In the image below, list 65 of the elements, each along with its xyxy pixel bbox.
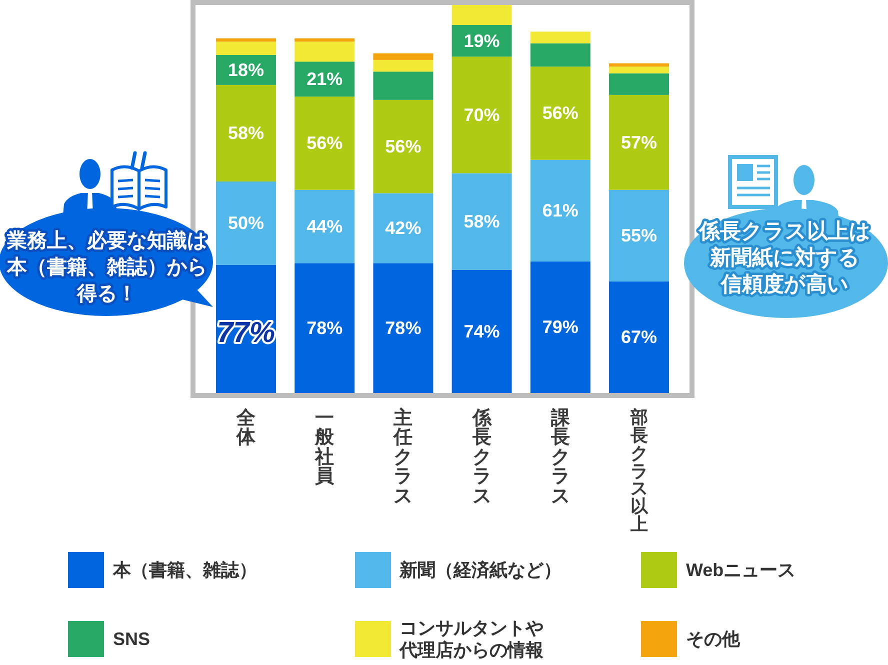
bar xyxy=(609,63,669,67)
bar xyxy=(216,182,276,265)
data-label: 21% xyxy=(306,69,343,90)
bar xyxy=(452,270,512,393)
data-label: 74% xyxy=(464,321,500,342)
bar xyxy=(373,263,434,393)
data-label: 55% xyxy=(620,226,658,246)
bar xyxy=(609,66,669,74)
data-label: 70% xyxy=(464,104,500,125)
bar xyxy=(216,42,276,55)
bar xyxy=(294,38,355,42)
legend-label: SNS xyxy=(113,628,152,650)
bar xyxy=(452,56,512,174)
bar xyxy=(294,42,355,62)
bar xyxy=(609,73,669,95)
bar xyxy=(373,100,434,194)
data-label: 57% xyxy=(620,132,658,152)
bar xyxy=(609,281,669,393)
data-label: 67% xyxy=(620,327,658,348)
bar xyxy=(530,43,590,67)
data-label: 56% xyxy=(385,136,422,157)
bar xyxy=(530,66,590,160)
annotation: 業務上、必要な知識は本（書籍、雑誌）から得る！ xyxy=(6,229,207,305)
data-label: 19% xyxy=(464,30,500,51)
data-label: 58% xyxy=(464,211,500,232)
x-tick-label: 一般社員 xyxy=(315,408,334,488)
bar xyxy=(216,84,276,182)
bar xyxy=(373,72,434,100)
data-label: 56% xyxy=(542,103,578,124)
text: 係長クラス以上は新聞紙に対する信頼度が高い xyxy=(698,220,871,296)
x-tick-label: 係長クラス xyxy=(472,408,492,506)
bar xyxy=(609,94,669,190)
data-label: 56% xyxy=(306,133,343,154)
data-label: 50% xyxy=(228,213,264,234)
bar xyxy=(530,160,590,262)
bar xyxy=(452,5,512,25)
x-tick-label: 主任クラス xyxy=(394,408,413,506)
bar xyxy=(216,38,276,42)
legend-label: コンサルタントや代理店からの情報 xyxy=(400,616,544,662)
data-label: 78% xyxy=(306,318,343,338)
bar xyxy=(294,190,355,264)
data-label: 79% xyxy=(542,317,578,338)
bar xyxy=(294,96,355,190)
legend-label: 本（書籍、雑誌） xyxy=(113,558,258,582)
x-tick-label: 課長クラス xyxy=(550,408,570,506)
data-label: 58% xyxy=(228,123,264,144)
bar xyxy=(373,60,434,72)
bar xyxy=(530,32,590,44)
data-label: 61% xyxy=(542,200,578,221)
bar xyxy=(609,190,669,282)
bar xyxy=(373,193,434,264)
legend-label: その他 xyxy=(686,628,742,650)
x-tick-label: 部長クラス以上 xyxy=(630,407,648,534)
data-label: 18% xyxy=(228,60,264,80)
bar xyxy=(530,261,590,393)
data-label: 42% xyxy=(385,218,422,238)
bar xyxy=(294,263,355,393)
bar xyxy=(452,173,512,270)
data-label: 77% xyxy=(216,316,276,349)
x-tick-label: 全体 xyxy=(236,408,256,448)
data-label: 78% xyxy=(385,318,422,338)
data-label: 44% xyxy=(306,216,343,236)
legend-label: 新聞（経済紙など） xyxy=(400,558,562,582)
bar xyxy=(373,53,434,60)
legend-label: Webニュース xyxy=(686,558,797,582)
